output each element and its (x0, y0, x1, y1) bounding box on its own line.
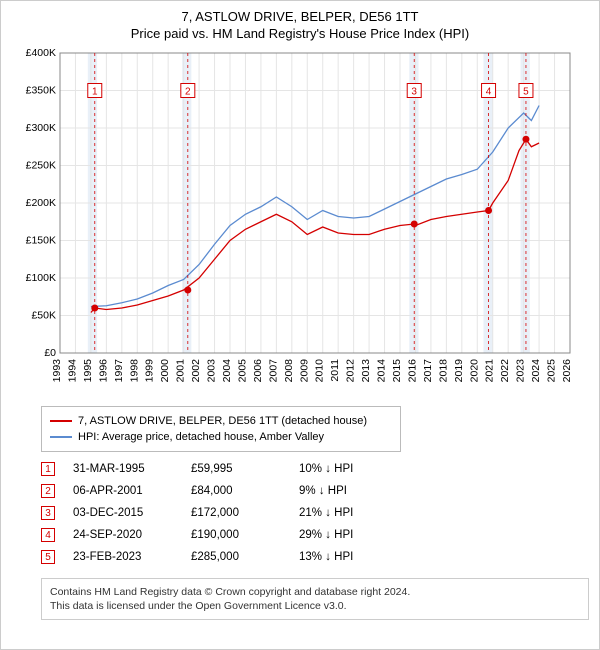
svg-text:2002: 2002 (190, 359, 202, 383)
svg-text:2012: 2012 (345, 359, 357, 383)
svg-text:1: 1 (92, 87, 98, 98)
chart-svg: £0 £50K £100K £150K £200K £250K £300K £350K £400… (20, 48, 580, 398)
legend-row-2: HPI: Average price, detached house, Ambe… (50, 429, 392, 445)
svg-text:2008: 2008 (283, 359, 295, 383)
svg-text:2014: 2014 (376, 359, 388, 383)
title-address: 7, ASTLOW DRIVE, BELPER, DE56 1TT (11, 9, 589, 24)
transaction-date: 31-MAR-1995 (73, 463, 173, 475)
svg-text:2013: 2013 (360, 359, 372, 383)
transaction-price: £172,000 (191, 507, 281, 519)
legend-row-1: 7, ASTLOW DRIVE, BELPER, DE56 1TT (detac… (50, 413, 392, 429)
svg-text:1993: 1993 (51, 359, 63, 383)
transaction-marker: 4 (41, 528, 55, 542)
svg-text:3: 3 (411, 87, 417, 98)
svg-text:£200K: £200K (26, 197, 56, 209)
svg-text:£50K: £50K (31, 310, 56, 322)
transaction-row: 2 06-APR-2001 £84,000 9% ↓ HPI (41, 480, 589, 502)
svg-text:2020: 2020 (468, 359, 480, 383)
footer-line-2: This data is licensed under the Open Gov… (50, 599, 580, 613)
transactions-table: 1 31-MAR-1995 £59,995 10% ↓ HPI 2 06-APR-2001… (41, 458, 589, 568)
svg-text:£100K: £100K (26, 272, 56, 284)
svg-text:2015: 2015 (391, 359, 403, 383)
legend-label-2: HPI: Average price, detached house, Ambe… (78, 429, 324, 445)
svg-text:£0: £0 (44, 347, 56, 359)
svg-text:2016: 2016 (406, 359, 418, 383)
svg-text:2005: 2005 (236, 359, 248, 383)
footer-line-1: Contains HM Land Registry data © Crown c… (50, 585, 580, 599)
svg-text:2006: 2006 (252, 359, 264, 383)
svg-text:2019: 2019 (453, 359, 465, 383)
transaction-date: 06-APR-2001 (73, 485, 173, 497)
transaction-marker: 1 (41, 462, 55, 476)
svg-text:£350K: £350K (26, 85, 56, 97)
svg-text:2009: 2009 (298, 359, 310, 383)
svg-text:£150K: £150K (26, 235, 56, 247)
footer-attribution: Contains HM Land Registry data © Crown c… (41, 578, 589, 620)
legend-swatch-1 (50, 420, 72, 422)
svg-text:2001: 2001 (175, 359, 187, 383)
transaction-price: £190,000 (191, 529, 281, 541)
transaction-marker: 3 (41, 506, 55, 520)
svg-text:2010: 2010 (314, 359, 326, 383)
svg-text:5: 5 (523, 87, 529, 98)
svg-text:2000: 2000 (159, 359, 171, 383)
svg-text:1999: 1999 (144, 359, 156, 383)
svg-text:£400K: £400K (26, 48, 56, 59)
transaction-row: 4 24-SEP-2020 £190,000 29% ↓ HPI (41, 524, 589, 546)
transaction-price: £59,995 (191, 463, 281, 475)
transaction-row: 3 03-DEC-2015 £172,000 21% ↓ HPI (41, 502, 589, 524)
transaction-diff: 13% ↓ HPI (299, 551, 409, 563)
transaction-row: 5 23-FEB-2023 £285,000 13% ↓ HPI (41, 546, 589, 568)
svg-text:2024: 2024 (530, 359, 542, 383)
chart-container: 7, ASTLOW DRIVE, BELPER, DE56 1TT Price … (0, 0, 600, 650)
transaction-marker: 5 (41, 550, 55, 564)
transaction-diff: 29% ↓ HPI (299, 529, 409, 541)
svg-text:2011: 2011 (329, 359, 341, 382)
title-area: 7, ASTLOW DRIVE, BELPER, DE56 1TT Price … (1, 1, 599, 43)
transaction-diff: 10% ↓ HPI (299, 463, 409, 475)
transaction-row: 1 31-MAR-1995 £59,995 10% ↓ HPI (41, 458, 589, 480)
transaction-date: 23-FEB-2023 (73, 551, 173, 563)
svg-text:2: 2 (185, 87, 191, 98)
svg-text:1994: 1994 (66, 359, 78, 383)
legend-label-1: 7, ASTLOW DRIVE, BELPER, DE56 1TT (detac… (78, 413, 367, 429)
svg-text:1998: 1998 (128, 359, 140, 383)
svg-text:1995: 1995 (82, 359, 94, 383)
svg-text:2007: 2007 (267, 359, 279, 383)
legend: 7, ASTLOW DRIVE, BELPER, DE56 1TT (detac… (41, 406, 401, 452)
svg-text:2003: 2003 (206, 359, 218, 383)
svg-text:2025: 2025 (546, 359, 558, 383)
svg-text:2004: 2004 (221, 359, 233, 383)
transaction-date: 03-DEC-2015 (73, 507, 173, 519)
chart-area: £0 £50K £100K £150K £200K £250K £300K £350K £400… (20, 48, 580, 398)
svg-text:2026: 2026 (561, 359, 573, 383)
svg-text:1996: 1996 (97, 359, 109, 383)
transaction-diff: 21% ↓ HPI (299, 507, 409, 519)
svg-text:4: 4 (486, 87, 492, 98)
transaction-diff: 9% ↓ HPI (299, 485, 409, 497)
svg-text:£300K: £300K (26, 122, 56, 134)
svg-text:£250K: £250K (26, 160, 56, 172)
svg-text:1997: 1997 (113, 359, 125, 383)
svg-text:2018: 2018 (437, 359, 449, 383)
svg-text:2017: 2017 (422, 359, 434, 383)
legend-swatch-2 (50, 436, 72, 438)
svg-text:2022: 2022 (499, 359, 511, 383)
title-subtitle: Price paid vs. HM Land Registry's House … (11, 26, 589, 41)
transaction-marker: 2 (41, 484, 55, 498)
transaction-price: £84,000 (191, 485, 281, 497)
svg-text:2023: 2023 (515, 359, 527, 383)
svg-text:2021: 2021 (484, 359, 496, 383)
transaction-date: 24-SEP-2020 (73, 529, 173, 541)
transaction-price: £285,000 (191, 551, 281, 563)
